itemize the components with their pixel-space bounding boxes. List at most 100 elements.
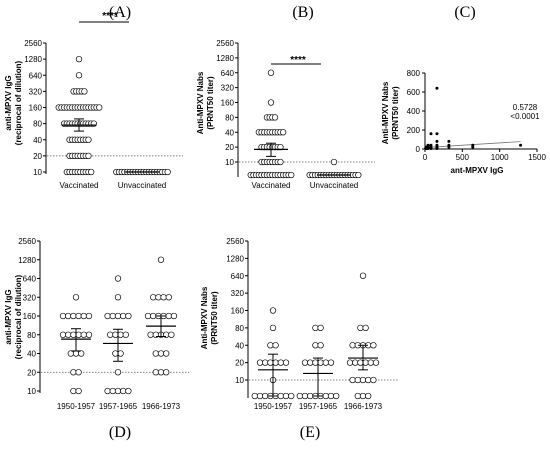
panel-c-x-tick-label: 1000 bbox=[491, 153, 509, 162]
panel-d-y-tick-label: 160 bbox=[23, 312, 37, 321]
data-point bbox=[346, 359, 354, 366]
data-point bbox=[307, 359, 314, 366]
data-point bbox=[357, 359, 364, 366]
panel-b-marks bbox=[239, 63, 375, 179]
data-point bbox=[357, 324, 364, 332]
panel-d: anti-MPXV IgG (reciprocal of dilution) 2… bbox=[4, 237, 189, 411]
panel-a-ylabel-1: anti-MPXV IgG bbox=[4, 75, 13, 130]
panel-c-y-tick-label: 400 bbox=[407, 107, 421, 116]
data-point bbox=[333, 392, 340, 400]
data-point bbox=[256, 359, 264, 366]
panel-c-marks bbox=[424, 86, 523, 151]
panel-d-xtick-2: 1957-1965 bbox=[99, 402, 138, 411]
data-point bbox=[163, 350, 170, 357]
panel-a-ticks: 2560 1280 640 320 160 80 40 20 10 bbox=[24, 39, 47, 177]
data-point bbox=[144, 312, 152, 320]
data-point bbox=[147, 331, 154, 338]
panel-b: Anti-MPXV Nabs (PRNT50 titer) 2560 1280 64… bbox=[196, 39, 375, 190]
data-point bbox=[267, 69, 275, 76]
panel-d-xtick-1: 1950-1957 bbox=[57, 402, 96, 411]
panel-a-y-tick-label: 80 bbox=[33, 120, 42, 129]
data-point bbox=[75, 331, 82, 338]
data-point bbox=[354, 392, 361, 400]
data-point bbox=[267, 342, 274, 349]
data-point bbox=[272, 359, 279, 366]
panel-e-y-tick-label: 10 bbox=[235, 376, 244, 385]
data-point bbox=[301, 359, 309, 366]
panel-a-y-tick-label: 160 bbox=[29, 104, 43, 113]
data-point bbox=[122, 331, 129, 338]
data-point bbox=[96, 104, 103, 111]
data-point bbox=[349, 376, 356, 384]
data-point bbox=[282, 359, 290, 366]
data-point bbox=[114, 294, 122, 301]
panel-e-marks bbox=[249, 272, 399, 400]
panel-a-marks bbox=[47, 21, 183, 176]
panel-c-xlabel: ant-MPXV IgG bbox=[451, 166, 504, 175]
data-point bbox=[155, 294, 162, 301]
data-point bbox=[70, 331, 77, 338]
panel-d-ylabel-1: anti-MPXV IgG bbox=[4, 289, 13, 344]
panel-c-data-point bbox=[429, 147, 433, 151]
data-point bbox=[75, 55, 83, 63]
data-point bbox=[75, 72, 83, 79]
panel-c-x-tick-label: 1500 bbox=[528, 153, 546, 162]
panel-a-y-tick-label: 320 bbox=[29, 87, 43, 96]
data-point bbox=[72, 294, 80, 301]
data-point bbox=[120, 387, 127, 395]
data-point bbox=[272, 342, 279, 349]
data-point bbox=[114, 369, 122, 376]
data-point bbox=[365, 376, 372, 384]
data-point bbox=[87, 168, 95, 176]
data-point bbox=[164, 168, 171, 176]
panel-d-y-tick-label: 320 bbox=[23, 293, 37, 302]
panel-c-data-point bbox=[435, 86, 439, 90]
panel-label-a: (A) bbox=[109, 4, 131, 21]
panel-d-ylabel-2: (reciprocal of dilution) bbox=[14, 274, 23, 359]
panel-e-y-tick-label: 160 bbox=[231, 307, 245, 316]
panel-a: anti-MPXV IgG (reciprocal of dilution) 2… bbox=[4, 11, 183, 190]
panel-c-ylabel-1: Anti-MPXV Nabs bbox=[381, 81, 390, 144]
data-point bbox=[288, 392, 295, 400]
data-point bbox=[282, 392, 290, 400]
panel-d-y-tick-label: 1280 bbox=[18, 256, 36, 265]
data-point bbox=[365, 392, 372, 400]
panel-b-ylabel-2: (PRNT50 titer) bbox=[206, 76, 215, 130]
panel-b-y-tick-label: 2560 bbox=[216, 39, 234, 48]
panel-b-y-tick-label: 80 bbox=[225, 113, 234, 122]
panel-b-ticks: 2560 1280 640 320 160 80 40 20 10 bbox=[216, 39, 239, 177]
panel-b-y-tick-label: 10 bbox=[225, 158, 234, 167]
data-point bbox=[150, 294, 157, 301]
data-point bbox=[70, 387, 77, 395]
data-point bbox=[296, 392, 303, 400]
panel-b-y-tick-label: 20 bbox=[225, 143, 234, 152]
data-point bbox=[80, 331, 87, 338]
panel-e-xtick-2: 1957-1965 bbox=[299, 402, 338, 411]
data-point bbox=[157, 256, 165, 263]
data-point bbox=[362, 324, 369, 332]
data-point bbox=[170, 312, 178, 320]
panel-d-y-tick-label: 20 bbox=[27, 368, 36, 377]
panel-e-y-tick-label: 2560 bbox=[226, 237, 244, 246]
data-point bbox=[168, 331, 175, 338]
panel-d-y-tick-label: 640 bbox=[23, 275, 37, 284]
panel-b-xtick-unvaccinated: Unvaccinated bbox=[310, 181, 358, 190]
panel-b-y-tick-label: 640 bbox=[221, 69, 235, 78]
data-point bbox=[150, 312, 157, 320]
data-point bbox=[85, 152, 92, 160]
panel-a-ylabel-2: (reciprocal of dilution) bbox=[14, 60, 23, 145]
data-point bbox=[70, 369, 77, 376]
panel-d-xtick-3: 1966-1973 bbox=[142, 402, 181, 411]
data-point bbox=[85, 331, 93, 338]
data-point bbox=[312, 342, 319, 349]
panel-label-b: (B) bbox=[292, 4, 313, 21]
panel-b-ylabel-1: Anti-MPXV Nabs bbox=[196, 71, 205, 134]
panel-d-y-tick-label: 40 bbox=[27, 350, 36, 359]
data-point bbox=[327, 392, 335, 400]
panel-a-significance: **** bbox=[102, 11, 118, 22]
data-point bbox=[349, 342, 356, 349]
data-point bbox=[65, 331, 72, 338]
data-point bbox=[117, 350, 124, 357]
panel-c-data-point bbox=[435, 139, 439, 143]
data-point bbox=[362, 359, 369, 366]
